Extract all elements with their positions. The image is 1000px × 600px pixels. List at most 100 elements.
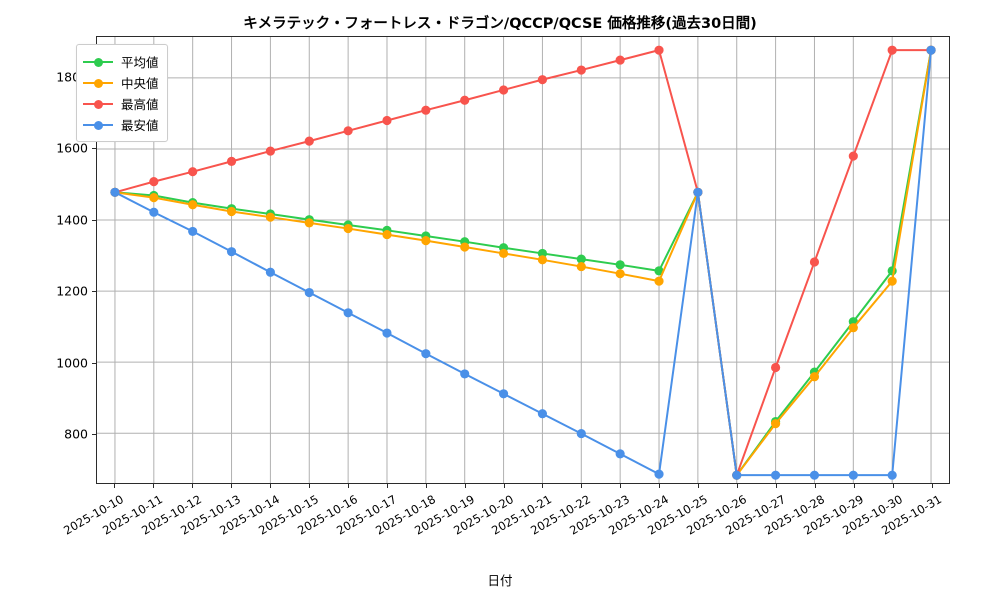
data-point — [693, 187, 703, 197]
data-point — [265, 212, 275, 222]
data-point — [576, 65, 586, 75]
series-2 — [110, 45, 936, 480]
data-point — [498, 85, 509, 95]
legend-label: 中央値 — [121, 76, 159, 91]
data-point — [576, 429, 586, 439]
data-point — [421, 349, 431, 359]
series-3 — [110, 45, 936, 480]
data-point — [576, 261, 586, 272]
data-point — [149, 177, 159, 187]
x-tick-mark — [776, 484, 778, 488]
legend-item-3[interactable]: 最高値 — [83, 93, 159, 114]
y-tick-label: 800 — [64, 426, 88, 442]
data-point — [654, 45, 664, 55]
series-layer — [110, 45, 936, 480]
data-point — [304, 218, 314, 228]
data-point — [460, 242, 470, 252]
x-tick-mark — [269, 484, 271, 488]
data-point — [809, 470, 820, 480]
data-point — [460, 95, 470, 105]
data-point — [848, 151, 858, 161]
legend-item-1[interactable]: 平均値 — [83, 51, 159, 72]
data-point — [226, 206, 237, 217]
series-line — [113, 49, 933, 477]
x-tick-mark — [620, 484, 622, 488]
data-point — [576, 254, 586, 264]
data-point — [537, 75, 548, 85]
x-tick-mark — [114, 484, 115, 488]
data-point — [654, 276, 664, 286]
gridlines — [97, 37, 949, 483]
x-tick-mark — [308, 484, 310, 488]
data-point — [382, 230, 392, 240]
data-point — [771, 362, 781, 373]
data-point — [265, 267, 275, 277]
x-tick-mark — [230, 484, 232, 488]
x-tick-mark — [698, 484, 700, 488]
x-tick-mark — [581, 484, 583, 488]
data-point — [226, 247, 237, 257]
data-point — [226, 156, 237, 166]
data-point — [848, 323, 858, 333]
x-tick-mark — [893, 484, 895, 488]
data-point — [498, 248, 509, 259]
data-point — [460, 369, 470, 379]
x-tick-mark — [152, 484, 154, 488]
data-point — [771, 470, 781, 480]
legend-item-2[interactable]: 中央値 — [83, 72, 159, 93]
data-point — [421, 105, 431, 115]
x-tick-mark — [542, 484, 544, 488]
data-point — [498, 389, 509, 399]
data-point — [926, 45, 936, 55]
y-tick-label: 1400 — [56, 212, 88, 228]
y-tick-label: 1600 — [56, 140, 88, 156]
x-tick-mark — [737, 484, 739, 488]
legend-item-4[interactable]: 最安値 — [83, 114, 159, 135]
data-point — [537, 248, 548, 259]
legend-swatch-icon — [83, 76, 113, 90]
data-point — [343, 126, 353, 136]
data-point — [110, 187, 120, 197]
data-point — [149, 207, 159, 217]
data-point — [382, 115, 392, 126]
series-line — [113, 49, 933, 477]
data-point — [615, 449, 625, 459]
chart-title: キメラテック・フォートレス・ドラゴン/QCCP/QCSE 価格推移(過去30日間… — [243, 16, 757, 32]
data-point — [188, 200, 198, 210]
x-tick-mark — [464, 484, 466, 488]
y-tick-mark — [92, 219, 96, 221]
x-tick-mark — [815, 484, 817, 488]
data-point — [343, 308, 353, 318]
x-tick-mark — [659, 484, 661, 488]
data-point — [188, 226, 198, 236]
data-point — [732, 470, 742, 480]
legend-label: 最安値 — [121, 118, 159, 133]
data-point — [887, 45, 897, 55]
chart-legend: 平均値中央値最高値最安値 — [76, 44, 168, 142]
x-tick-mark — [503, 484, 505, 488]
x-tick-mark — [347, 484, 349, 488]
data-point — [304, 136, 314, 146]
legend-label: 最高値 — [121, 97, 159, 112]
y-tick-mark — [92, 434, 96, 436]
x-tick-mark — [386, 484, 388, 488]
data-point — [615, 260, 625, 270]
series-4 — [110, 45, 936, 480]
data-point — [809, 257, 820, 267]
data-point — [887, 276, 897, 286]
data-point — [343, 223, 353, 234]
data-point — [304, 287, 314, 298]
data-point — [265, 146, 275, 156]
data-point — [771, 419, 781, 429]
data-point — [848, 470, 858, 480]
legend-label: 平均値 — [121, 55, 159, 70]
series-line — [113, 49, 933, 477]
plot-area — [96, 36, 950, 484]
y-tick-mark — [92, 148, 96, 150]
plot-svg — [97, 37, 949, 483]
x-tick-mark — [191, 484, 193, 488]
legend-swatch-icon — [83, 55, 113, 69]
data-point — [615, 55, 625, 65]
data-point — [149, 193, 159, 203]
